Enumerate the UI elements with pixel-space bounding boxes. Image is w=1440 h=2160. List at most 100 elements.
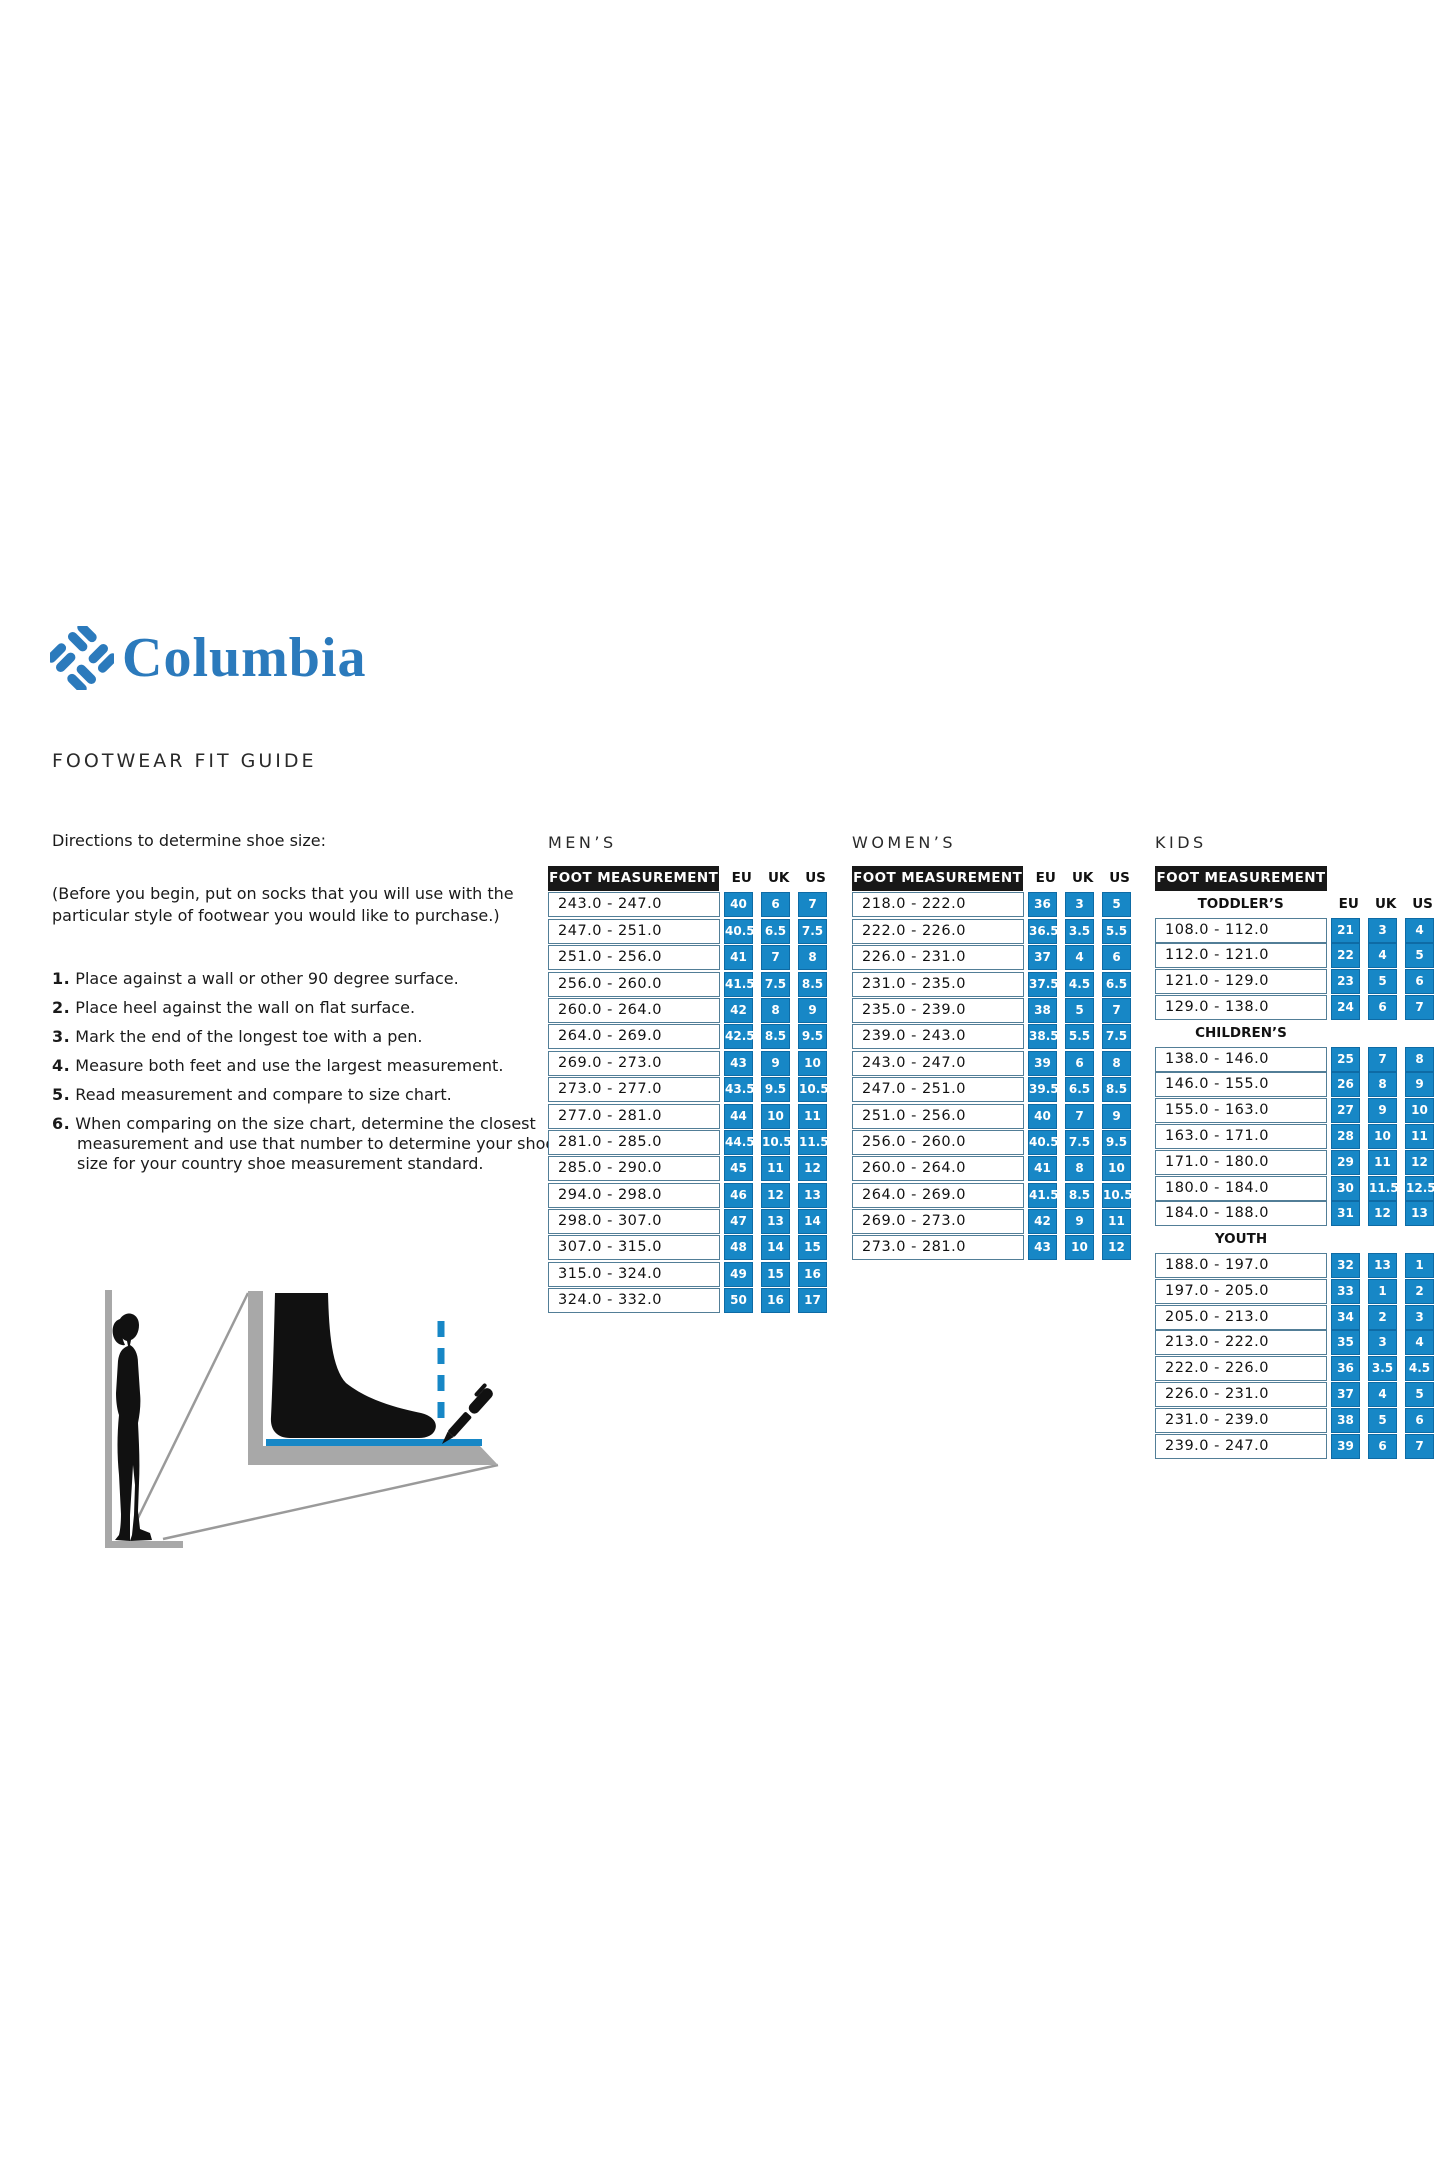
measurement-range-cell: 226.0 - 231.0 bbox=[1155, 1381, 1327, 1407]
size-value-cell: 12 bbox=[1405, 1149, 1434, 1175]
size-value-cell: 2 bbox=[1405, 1278, 1434, 1304]
size-value-cell: 9 bbox=[761, 1050, 790, 1076]
size-value-cell: 47 bbox=[724, 1209, 753, 1235]
measurement-range-cell: 260.0 - 264.0 bbox=[548, 997, 720, 1023]
size-value-cell: 33 bbox=[1331, 1278, 1360, 1304]
size-value-cell: 11 bbox=[761, 1156, 790, 1182]
size-value-cell: 8.5 bbox=[1065, 1182, 1094, 1208]
size-value-cell: 8.5 bbox=[1102, 1077, 1131, 1103]
size-value-cell: 8 bbox=[1368, 1072, 1397, 1098]
measurement-range-cell: 273.0 - 277.0 bbox=[548, 1077, 720, 1103]
table-row: 256.0 - 260.0 41.5 7.5 8.5 bbox=[548, 971, 830, 997]
foot-measurement-header: FOOT MEASUREMENT bbox=[852, 866, 1024, 891]
col-header-eu: EU bbox=[1035, 870, 1056, 886]
size-value-cell: 36.5 bbox=[1028, 918, 1059, 944]
measurement-range-cell: 222.0 - 226.0 bbox=[852, 918, 1024, 944]
size-value-cell: 11 bbox=[1368, 1149, 1397, 1175]
size-value-cell: 7.5 bbox=[761, 971, 790, 997]
foot-silhouette bbox=[270, 1293, 436, 1438]
table-row: 273.0 - 277.0 43.5 9.5 10.5 bbox=[548, 1077, 830, 1103]
size-value-cell: 4 bbox=[1368, 1381, 1397, 1407]
womens-table-header: FOOT MEASUREMENT EU UK US bbox=[852, 866, 1134, 891]
size-value-cell: 7.5 bbox=[1065, 1129, 1094, 1155]
size-value-cell: 13 bbox=[1405, 1201, 1434, 1227]
size-value-cell: 3.5 bbox=[1065, 918, 1094, 944]
size-value-cell: 13 bbox=[1368, 1252, 1397, 1278]
measurement-range-cell: 231.0 - 239.0 bbox=[1155, 1407, 1327, 1433]
size-value-cell: 36 bbox=[1331, 1356, 1360, 1382]
size-value-cell: 41 bbox=[724, 945, 753, 971]
size-value-cell: 5 bbox=[1405, 1381, 1434, 1407]
mens-table-body: 243.0 - 247.0 40 6 7 247.0 - 251.0 40.5 6.5 7.5… bbox=[548, 892, 830, 1314]
measurement-range-cell: 324.0 - 332.0 bbox=[548, 1288, 720, 1314]
size-value-cell: 39 bbox=[1028, 1050, 1057, 1076]
measurement-range-cell: 239.0 - 247.0 bbox=[1155, 1433, 1327, 1459]
person-silhouette bbox=[112, 1313, 152, 1541]
size-value-cell: 12 bbox=[798, 1156, 827, 1182]
measurement-range-cell: 188.0 - 197.0 bbox=[1155, 1252, 1327, 1278]
kids-title: KIDS bbox=[1155, 833, 1207, 852]
size-value-cell: 9.5 bbox=[1102, 1129, 1131, 1155]
page-title: FOOTWEAR FIT GUIDE bbox=[52, 750, 317, 772]
measurement-illustration bbox=[105, 1290, 499, 1548]
size-value-cell: 12 bbox=[761, 1182, 790, 1208]
size-value-cell: 8 bbox=[798, 945, 827, 971]
table-row: 260.0 - 264.0 41 8 10 bbox=[852, 1156, 1134, 1182]
col-header-eu: EU bbox=[731, 870, 752, 886]
mens-size-table: MEN’S FOOT MEASUREMENT EU UK US 243.0 - … bbox=[548, 833, 830, 1315]
size-value-cell: 8 bbox=[761, 997, 790, 1023]
measurement-range-cell: 256.0 - 260.0 bbox=[852, 1129, 1024, 1155]
table-row: 171.0 - 180.0 29 11 12 bbox=[1155, 1149, 1437, 1175]
size-value-cell: 6 bbox=[1405, 1407, 1434, 1433]
measurement-range-cell: 112.0 - 121.0 bbox=[1155, 943, 1327, 969]
size-value-cell: 44.5 bbox=[724, 1129, 755, 1155]
womens-title: WOMEN’S bbox=[852, 833, 957, 852]
size-value-cell: 45 bbox=[724, 1156, 753, 1182]
kids-size-table: KIDS FOOT MEASUREMENT TODDLER’S EU UK US… bbox=[1155, 833, 1437, 1459]
size-value-cell: 43 bbox=[724, 1050, 753, 1076]
big-wall-floor bbox=[248, 1291, 498, 1465]
size-value-cell: 50 bbox=[724, 1288, 753, 1314]
measurement-range-cell: 243.0 - 247.0 bbox=[852, 1050, 1024, 1076]
zoom-line-bottom bbox=[162, 1463, 499, 1541]
size-value-cell: 5 bbox=[1065, 997, 1094, 1023]
measurement-range-cell: 315.0 - 324.0 bbox=[548, 1261, 720, 1287]
table-row: 307.0 - 315.0 48 14 15 bbox=[548, 1235, 830, 1261]
table-row: 138.0 - 146.0 25 7 8 bbox=[1155, 1046, 1437, 1072]
measurement-range-cell: 264.0 - 269.0 bbox=[852, 1182, 1024, 1208]
size-value-cell: 6 bbox=[1065, 1050, 1094, 1076]
foot-measurement-header: FOOT MEASUREMENT bbox=[548, 866, 720, 891]
size-value-cell: 28 bbox=[1331, 1123, 1360, 1149]
size-value-cell: 7 bbox=[1368, 1046, 1397, 1072]
table-row: 197.0 - 205.0 33 1 2 bbox=[1155, 1278, 1437, 1304]
table-row: 205.0 - 213.0 34 2 3 bbox=[1155, 1304, 1437, 1330]
size-value-cell: 10 bbox=[761, 1103, 790, 1129]
size-value-cell: 13 bbox=[798, 1182, 827, 1208]
size-value-cell: 3.5 bbox=[1368, 1356, 1397, 1382]
col-header-eu: EU bbox=[1338, 895, 1359, 912]
childrens-table-body: 138.0 - 146.0 25 7 8 146.0 - 155.0 26 8 9 155.0 … bbox=[1155, 1046, 1437, 1227]
measurement-range-cell: 231.0 - 235.0 bbox=[852, 971, 1024, 997]
size-value-cell: 9 bbox=[1368, 1098, 1397, 1124]
table-row: 222.0 - 226.0 36 3.5 4.5 bbox=[1155, 1356, 1437, 1382]
size-value-cell: 11 bbox=[798, 1103, 827, 1129]
size-value-cell: 42.5 bbox=[724, 1024, 755, 1050]
measurement-range-cell: 184.0 - 188.0 bbox=[1155, 1201, 1327, 1227]
mens-title: MEN’S bbox=[548, 833, 617, 852]
size-value-cell: 7 bbox=[1405, 994, 1434, 1020]
size-value-cell: 44 bbox=[724, 1103, 753, 1129]
size-value-cell: 6 bbox=[1368, 994, 1397, 1020]
toddlers-table-body: 108.0 - 112.0 21 3 4 112.0 - 121.0 22 4 5 121.0 … bbox=[1155, 917, 1437, 1020]
measurement-range-cell: 307.0 - 315.0 bbox=[548, 1235, 720, 1261]
size-value-cell: 1 bbox=[1368, 1278, 1397, 1304]
measurement-range-cell: 264.0 - 269.0 bbox=[548, 1024, 720, 1050]
measurement-range-cell: 243.0 - 247.0 bbox=[548, 892, 720, 918]
measurement-range-cell: 273.0 - 281.0 bbox=[852, 1235, 1024, 1261]
measurement-range-cell: 277.0 - 281.0 bbox=[548, 1103, 720, 1129]
size-value-cell: 4 bbox=[1065, 945, 1094, 971]
size-value-cell: 16 bbox=[761, 1288, 790, 1314]
size-value-cell: 32 bbox=[1331, 1252, 1360, 1278]
size-value-cell: 10 bbox=[1368, 1123, 1397, 1149]
size-value-cell: 9 bbox=[1405, 1072, 1434, 1098]
size-value-cell: 9 bbox=[798, 997, 827, 1023]
